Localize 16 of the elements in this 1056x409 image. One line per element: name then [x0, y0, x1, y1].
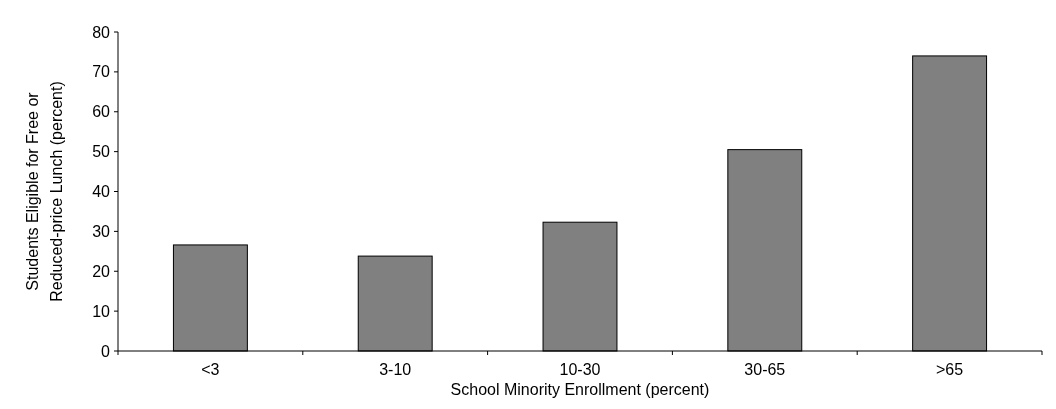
x-tick-label: 10-30 — [559, 361, 601, 378]
y-tick-label: 50 — [92, 143, 111, 161]
x-axis-title: School Minority Enrollment (percent) — [450, 381, 710, 398]
y-tick-label: 0 — [101, 342, 111, 360]
y-tick-label: 70 — [92, 63, 111, 81]
x-tick-label: <3 — [201, 361, 220, 378]
x-tick-label: >65 — [936, 361, 964, 378]
x-tick-label: 3-10 — [379, 361, 412, 378]
y-tick-label: 40 — [92, 183, 111, 201]
x-tick-label: 30-65 — [744, 361, 786, 378]
y-tick-label: 10 — [92, 302, 111, 320]
y-axis-title: Students Eligible for Free or Reduced-price Lunch (percent) — [24, 81, 65, 302]
y-tick-label: 60 — [92, 103, 111, 121]
y-tick-label: 80 — [92, 23, 111, 41]
y-tick-label: 20 — [92, 262, 111, 280]
y-tick-label: 30 — [92, 222, 111, 240]
